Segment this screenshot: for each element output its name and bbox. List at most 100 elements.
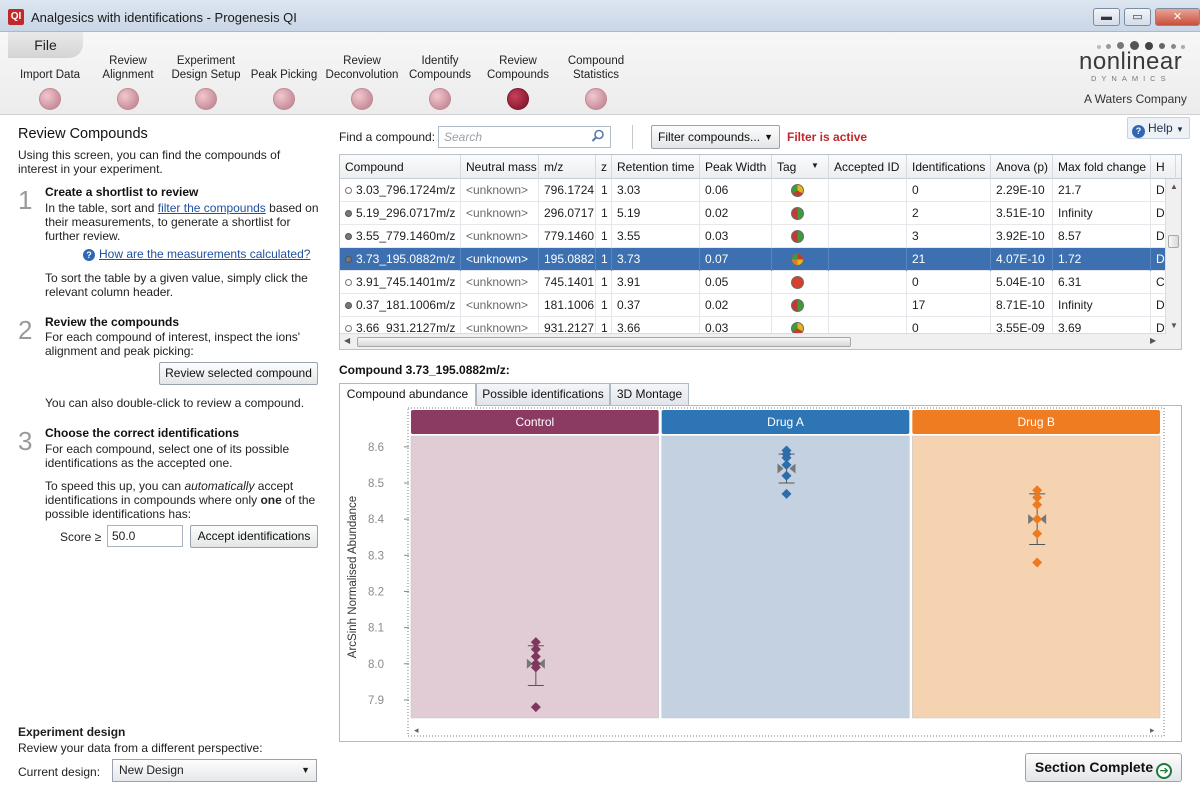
data-point[interactable] xyxy=(1032,485,1043,496)
minimize-button[interactable]: ▬ xyxy=(1093,8,1120,26)
column-header-retention-time[interactable]: Retention time xyxy=(612,155,700,179)
workflow-step-indicator xyxy=(429,88,451,110)
cell-z: 1 xyxy=(596,294,612,317)
logo-dot xyxy=(1171,44,1176,49)
scroll-thumb[interactable] xyxy=(1168,235,1179,248)
column-header-neutral-mass[interactable]: Neutral mass xyxy=(461,155,539,179)
section-complete-label: Section Complete xyxy=(1034,759,1154,775)
tag-pie-icon[interactable] xyxy=(791,299,804,312)
compound-name: 3.03_796.1724m/z xyxy=(356,183,456,197)
score-label: Score ≥ xyxy=(60,530,102,544)
workflow-step-import-data[interactable]: Import Data xyxy=(10,54,90,110)
group-header-label: Control xyxy=(515,415,554,429)
column-header-compound[interactable]: Compound xyxy=(340,155,461,179)
column-header-tag[interactable]: Tag xyxy=(772,155,829,179)
search-icon[interactable] xyxy=(591,129,605,143)
table-row[interactable]: 3.03_796.1724m/z <unknown> 796.1724 1 3.03 0.… xyxy=(340,179,1176,202)
horizontal-scrollbar[interactable]: ◀ ▶ xyxy=(340,333,1166,349)
cell-mass: <unknown> xyxy=(461,179,539,202)
column-header-z[interactable]: z xyxy=(596,155,612,179)
measurements-help[interactable]: ? How are the measurements calculated? xyxy=(83,247,310,261)
workflow-step-experiment-design-setup[interactable]: Experiment Design Setup xyxy=(166,54,246,110)
measurements-help-link[interactable]: How are the measurements calculated? xyxy=(99,247,311,261)
column-header-identifications[interactable]: Identifications xyxy=(907,155,991,179)
cell-tag xyxy=(772,248,829,271)
data-point[interactable] xyxy=(530,662,541,673)
workflow-step-indicator xyxy=(351,88,373,110)
cell-ids: 2 xyxy=(907,202,991,225)
scroll-right-icon[interactable]: ▶ xyxy=(1150,336,1157,345)
cell-ids: 21 xyxy=(907,248,991,271)
table-row[interactable]: 3.55_779.1460m/z <unknown> 779.1460 1 3.55 0.… xyxy=(340,225,1176,248)
tag-pie-icon[interactable] xyxy=(791,253,804,266)
current-design-select[interactable]: New Design ▼ xyxy=(112,759,317,782)
column-header-max-fold-change[interactable]: Max fold change xyxy=(1053,155,1151,179)
data-point[interactable] xyxy=(1032,492,1043,503)
table-row[interactable]: 3.73_195.0882m/z <unknown> 195.0882 1 3.73 0.… xyxy=(340,248,1176,271)
logo-dot xyxy=(1130,41,1139,50)
step-number-1: 1 xyxy=(18,185,33,215)
data-point[interactable] xyxy=(1032,528,1043,539)
tab-possible-identifications[interactable]: Possible identifications xyxy=(476,383,610,405)
review-selected-compound-button[interactable]: Review selected compound xyxy=(159,362,318,385)
section-complete-button[interactable]: Section Complete ➔ xyxy=(1025,753,1182,782)
filter-compounds-link[interactable]: filter the compounds xyxy=(157,201,266,215)
data-point[interactable] xyxy=(1032,514,1043,525)
tab-compound-abundance[interactable]: Compound abundance xyxy=(339,383,476,406)
data-point[interactable] xyxy=(781,470,792,481)
scroll-down-icon[interactable]: ▼ xyxy=(1170,321,1178,330)
help-button[interactable]: ? Help ▼ xyxy=(1127,117,1190,139)
data-point[interactable] xyxy=(530,651,541,662)
tab-3d-montage[interactable]: 3D Montage xyxy=(610,383,689,405)
column-header-accepted-id[interactable]: Accepted ID xyxy=(829,155,907,179)
maximize-button[interactable]: ▭ xyxy=(1124,8,1151,26)
compounds-table: Compound Neutral mass m/z z Retention time Pe… xyxy=(339,154,1182,350)
group-header xyxy=(912,410,1160,434)
column-header-m-z[interactable]: m/z xyxy=(539,155,596,179)
cell-ids: 0 xyxy=(907,179,991,202)
scroll-right-icon[interactable]: ▸ xyxy=(1150,726,1155,736)
workflow-step-review-compounds[interactable]: Review Compounds xyxy=(478,54,558,110)
scroll-left-icon[interactable]: ◀ xyxy=(344,336,351,345)
data-point[interactable] xyxy=(530,702,541,713)
tag-pie-icon[interactable] xyxy=(791,207,804,220)
workflow-step-review-deconvolution[interactable]: Review Deconvolution xyxy=(322,54,402,110)
column-header-anova-p[interactable]: Anova (p) xyxy=(991,155,1053,179)
column-header-peak-width[interactable]: Peak Width xyxy=(700,155,772,179)
close-button[interactable]: ✕ xyxy=(1155,8,1200,26)
cell-mz: 745.1401 xyxy=(539,271,596,294)
data-point[interactable] xyxy=(781,452,792,463)
workflow-step-peak-picking[interactable]: Peak Picking xyxy=(244,54,324,110)
chevron-down-icon: ▼ xyxy=(764,132,773,142)
table-row[interactable]: 0.37_181.1006m/z <unknown> 181.1006 1 0.37 0.… xyxy=(340,294,1176,317)
data-point[interactable] xyxy=(530,644,541,655)
data-point[interactable] xyxy=(530,637,541,648)
logo-dot xyxy=(1097,45,1101,49)
tag-pie-icon[interactable] xyxy=(791,276,804,289)
scroll-thumb[interactable] xyxy=(357,337,851,347)
score-input[interactable]: 50.0 xyxy=(107,525,183,547)
scroll-up-icon[interactable]: ▲ xyxy=(1170,182,1178,191)
table-row[interactable]: 3.91_745.1401m/z <unknown> 745.1401 1 3.91 0.… xyxy=(340,271,1176,294)
cell-compound: 5.19_296.0717m/z xyxy=(340,202,461,225)
vertical-scrollbar[interactable]: ▲ ▼ xyxy=(1165,179,1181,349)
data-point[interactable] xyxy=(1032,557,1043,568)
data-point[interactable] xyxy=(781,488,792,499)
tag-filter-icon[interactable]: ▼ xyxy=(811,161,819,170)
status-dot-icon xyxy=(345,279,352,286)
tag-pie-icon[interactable] xyxy=(791,230,804,243)
scroll-left-icon[interactable]: ◂ xyxy=(414,726,419,736)
table-row[interactable]: 5.19_296.0717m/z <unknown> 296.0717 1 5.19 0.… xyxy=(340,202,1176,225)
filter-compounds-button[interactable]: Filter compounds... ▼ xyxy=(651,125,780,149)
workflow-step-review-alignment[interactable]: Review Alignment xyxy=(88,54,168,110)
tag-pie-icon[interactable] xyxy=(791,184,804,197)
workflow-step-compound-statistics[interactable]: Compound Statistics xyxy=(556,54,636,110)
file-menu[interactable]: File xyxy=(8,32,83,58)
data-point[interactable] xyxy=(1032,499,1043,510)
accept-identifications-button[interactable]: Accept identifications xyxy=(190,525,318,548)
column-header-h[interactable]: H xyxy=(1151,155,1176,179)
data-point[interactable] xyxy=(781,459,792,470)
double-click-hint: You can also double-click to review a co… xyxy=(45,396,305,410)
workflow-step-identify-compounds[interactable]: Identify Compounds xyxy=(400,54,480,110)
search-input[interactable]: Search xyxy=(438,126,611,148)
